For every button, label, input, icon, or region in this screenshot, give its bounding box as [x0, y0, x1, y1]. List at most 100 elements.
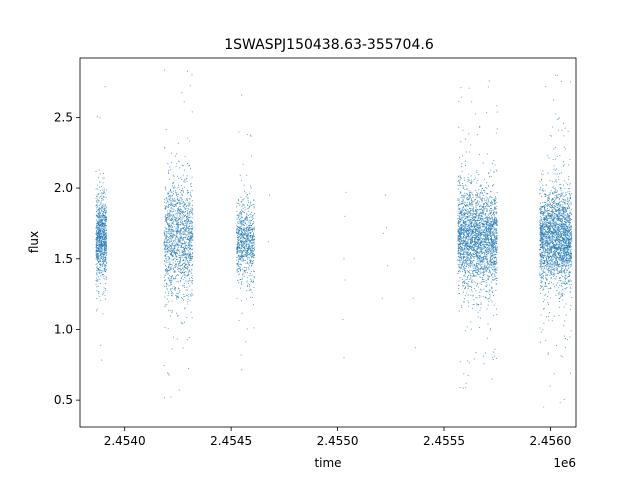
data-point: [166, 193, 169, 195]
data-point: [471, 225, 473, 227]
data-point: [187, 296, 189, 298]
data-point: [470, 220, 472, 222]
data-point: [490, 233, 492, 235]
data-point: [97, 198, 99, 200]
data-point: [166, 273, 168, 275]
data-point: [177, 196, 179, 198]
data-point: [96, 274, 98, 276]
data-point: [187, 219, 189, 221]
data-point: [460, 141, 462, 143]
data-point: [490, 272, 492, 274]
data-point: [188, 251, 190, 253]
data-point: [182, 228, 184, 230]
data-point: [104, 209, 106, 211]
data-point: [184, 203, 186, 205]
data-point: [95, 225, 97, 227]
data-point: [245, 252, 247, 254]
data-point: [467, 188, 469, 190]
data-point: [492, 278, 494, 280]
data-point: [186, 229, 188, 231]
data-point: [192, 294, 194, 296]
data-point: [188, 198, 190, 200]
data-point: [180, 222, 182, 224]
data-point: [249, 239, 251, 241]
data-point: [168, 222, 170, 225]
data-point: [486, 201, 488, 203]
data-point: [98, 186, 101, 188]
data-point: [239, 237, 241, 239]
data-point: [472, 263, 474, 265]
data-point: [479, 224, 481, 226]
data-point: [175, 242, 177, 244]
data-point: [457, 272, 459, 274]
data-point: [240, 212, 242, 214]
data-point: [475, 265, 477, 267]
data-point: [467, 234, 469, 236]
data-point: [477, 263, 479, 265]
data-point: [168, 374, 170, 376]
data-point: [251, 281, 253, 283]
data-point: [183, 272, 185, 274]
data-point: [244, 241, 246, 243]
data-point: [243, 229, 246, 231]
data-point: [176, 228, 178, 230]
data-point: [168, 250, 170, 252]
data-point: [164, 240, 166, 242]
data-point: [251, 236, 254, 238]
data-point: [97, 222, 99, 224]
data-point: [96, 239, 98, 241]
data-point: [478, 260, 480, 262]
data-point: [191, 190, 193, 192]
data-point: [188, 241, 190, 243]
data-point: [183, 258, 185, 261]
data-point: [471, 286, 473, 289]
data-point: [458, 100, 460, 103]
data-point: [485, 256, 487, 258]
data-point: [103, 262, 105, 264]
data-point: [249, 232, 251, 234]
data-point: [96, 286, 98, 288]
data-point: [178, 244, 180, 246]
data-point: [181, 200, 183, 202]
data-point: [482, 211, 484, 213]
data-point: [99, 213, 102, 215]
data-point: [182, 279, 184, 281]
data-point: [484, 191, 486, 193]
data-point: [490, 327, 492, 330]
data-point: [180, 210, 182, 212]
data-point: [458, 198, 460, 200]
data-point: [105, 275, 107, 277]
data-point: [178, 218, 180, 220]
data-point: [172, 293, 174, 295]
data-point: [188, 221, 190, 223]
data-point: [479, 213, 481, 215]
data-point: [242, 240, 244, 242]
data-point: [236, 242, 239, 244]
data-point: [176, 221, 178, 223]
data-point: [484, 225, 486, 227]
data-point: [188, 214, 190, 216]
data-point: [166, 260, 168, 262]
data-point: [239, 267, 241, 269]
data-point: [172, 251, 174, 253]
data-point: [482, 235, 484, 237]
data-point: [192, 239, 194, 242]
data-point: [184, 236, 186, 238]
data-point: [101, 219, 103, 221]
data-point: [185, 248, 187, 250]
data-point: [472, 196, 474, 198]
data-point: [167, 251, 169, 254]
data-point: [462, 129, 464, 131]
data-point: [484, 266, 486, 268]
data-point: [486, 252, 488, 254]
data-point: [191, 200, 193, 202]
data-point: [493, 198, 495, 200]
data-point: [173, 234, 175, 237]
data-point: [252, 240, 254, 242]
data-point: [466, 254, 468, 256]
data-point: [489, 264, 491, 266]
data-point: [496, 236, 498, 238]
data-point: [462, 266, 464, 268]
data-point: [457, 198, 459, 200]
data-point: [99, 235, 101, 237]
